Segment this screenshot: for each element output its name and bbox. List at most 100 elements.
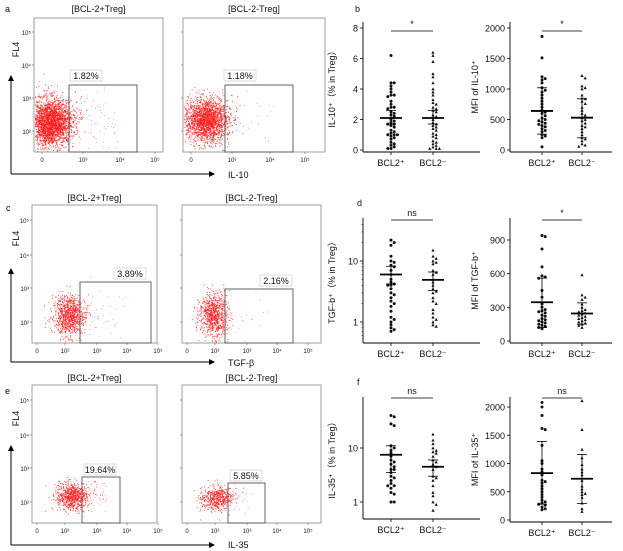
event-dot — [199, 122, 201, 124]
event-dot — [74, 116, 75, 118]
event-dot — [216, 123, 218, 124]
event-dot — [209, 115, 211, 117]
event-dot — [192, 138, 194, 140]
event-dot — [65, 336, 67, 338]
event-dot — [60, 123, 62, 125]
event-dot — [43, 129, 45, 131]
event-dot — [69, 119, 71, 121]
event-dot — [64, 320, 66, 321]
event-dot — [200, 120, 202, 122]
event-dot — [196, 119, 197, 121]
event-dot — [41, 106, 43, 107]
event-dot — [218, 106, 220, 108]
event-dot — [192, 120, 193, 122]
event-dot — [61, 298, 63, 299]
event-dot — [44, 120, 46, 122]
event-dot — [52, 295, 54, 297]
event-dot — [45, 133, 47, 134]
event-dot — [228, 126, 230, 128]
event-dot — [221, 144, 223, 146]
event-dot — [73, 324, 75, 325]
event-dot — [39, 109, 41, 111]
event-dot — [219, 127, 221, 129]
event-dot — [212, 105, 214, 107]
event-dot — [210, 119, 212, 121]
event-dot — [66, 131, 68, 133]
event-dot — [46, 115, 47, 116]
event-dot — [215, 134, 217, 135]
event-dot — [186, 99, 188, 101]
event-dot — [39, 129, 41, 131]
event-dot — [225, 129, 227, 131]
event-dot — [191, 136, 193, 138]
event-dot — [59, 115, 61, 117]
event-dot — [216, 117, 218, 119]
event-dot — [66, 116, 68, 118]
event-dot — [208, 111, 210, 113]
event-dot — [201, 122, 203, 124]
event-dot — [45, 114, 46, 116]
event-dot — [206, 115, 208, 117]
event-dot — [47, 102, 49, 104]
event-dot — [66, 102, 68, 104]
event-dot — [192, 112, 194, 114]
event-dot — [192, 119, 194, 121]
event-dot — [80, 116, 82, 118]
event-dot — [117, 141, 119, 142]
event-dot — [76, 305, 78, 307]
event-dot — [105, 102, 107, 104]
event-dot — [218, 113, 220, 115]
event-dot — [206, 131, 208, 133]
event-dot — [209, 113, 211, 115]
event-dot — [201, 102, 203, 104]
event-dot — [53, 111, 55, 113]
event-dot — [65, 121, 67, 123]
event-dot — [49, 135, 51, 137]
event-dot — [55, 90, 57, 92]
event-dot — [210, 128, 211, 130]
event-dot — [208, 119, 210, 121]
event-dot — [225, 115, 227, 117]
event-dot — [72, 146, 73, 148]
event-dot — [185, 102, 187, 104]
event-dot — [200, 127, 202, 129]
event-dot — [188, 120, 190, 122]
event-dot — [42, 111, 44, 112]
event-dot — [44, 147, 46, 149]
event-dot — [35, 114, 37, 116]
event-dot — [55, 126, 57, 128]
event-dot — [61, 116, 63, 118]
event-dot — [190, 112, 192, 114]
event-dot — [82, 309, 84, 311]
event-dot — [194, 114, 196, 116]
event-dot — [38, 119, 40, 121]
event-dot — [46, 122, 48, 124]
event-dot — [62, 310, 64, 312]
event-dot — [220, 110, 222, 111]
event-dot — [47, 112, 49, 114]
event-dot — [52, 123, 54, 125]
event-dot — [62, 92, 64, 93]
event-dot — [62, 138, 64, 140]
event-dot — [39, 134, 41, 136]
event-dot — [61, 137, 63, 139]
event-dot — [70, 302, 72, 304]
event-dot — [193, 121, 195, 123]
event-dot — [60, 107, 61, 109]
x-tick-label: 10³ — [79, 158, 88, 164]
event-dot — [60, 130, 62, 132]
event-dot — [61, 309, 63, 310]
event-dot — [48, 139, 50, 141]
event-dot — [220, 97, 222, 99]
event-dot — [72, 331, 74, 333]
event-dot — [211, 97, 213, 99]
event-dot — [69, 118, 71, 120]
x-tick-label: 10³ — [228, 158, 237, 164]
event-dot — [220, 113, 222, 115]
event-dot — [205, 121, 207, 123]
event-dot — [61, 114, 63, 115]
event-dot — [208, 118, 210, 120]
event-dot — [73, 319, 75, 321]
event-dot — [214, 111, 216, 113]
event-dot — [73, 131, 75, 133]
